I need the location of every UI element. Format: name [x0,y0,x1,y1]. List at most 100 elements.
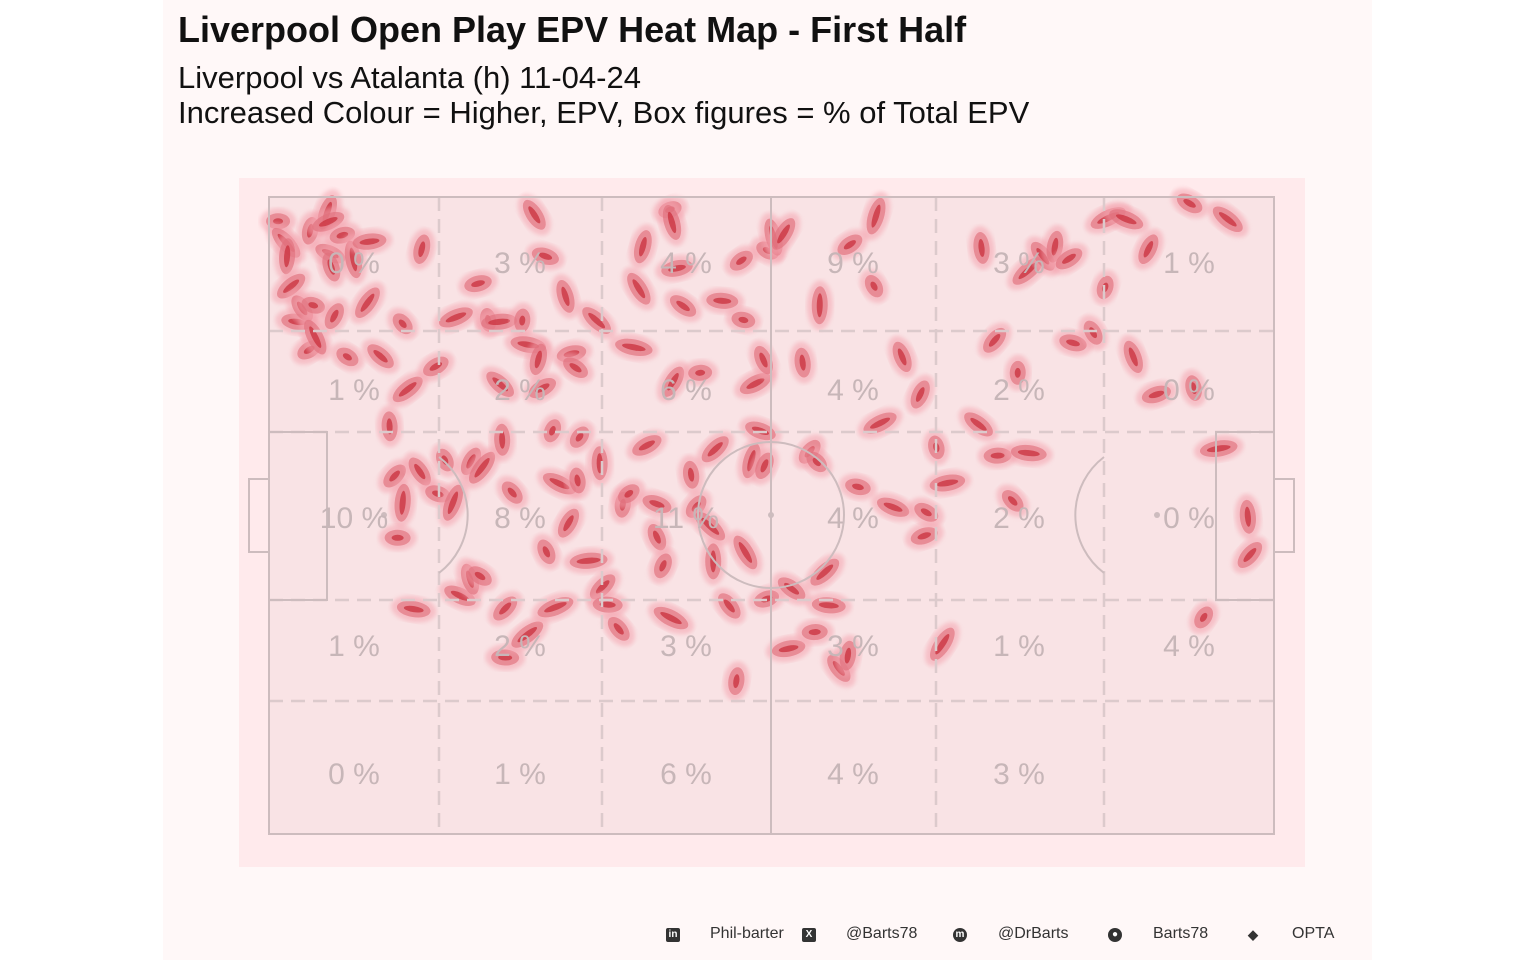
zone-percent-label: 6 % [660,374,712,407]
heat-spot-core [538,252,553,260]
heat-spot [389,477,416,528]
heat-spot [496,475,529,510]
heat-spot-core [935,633,950,655]
heat-spot-core [713,297,732,304]
heat-spot [1133,228,1164,270]
heat-spot [378,524,417,551]
heat-spot-core [777,224,790,244]
heat-spot-core [638,440,655,451]
heat-spot [1188,600,1219,635]
zone-percent-label: 4 % [827,758,879,791]
zone-percent-label: 1 % [993,630,1045,663]
heat-spot [725,306,762,334]
heat-spot [628,224,657,270]
heat-spot-core [649,500,665,508]
heat-spot-core [978,239,985,257]
heat-spot-core [1066,339,1080,347]
heat-spot [1004,354,1031,391]
heat-spot [1078,314,1108,351]
heat-spot-core [398,382,417,397]
heat-spot-core [799,354,806,371]
heat-spot-core [488,318,511,326]
heat-spot [626,429,668,461]
heat-spot-core [736,256,747,265]
zone-percent-label: 1 % [328,630,380,663]
zone-cell [936,600,1104,701]
heat-spot-core [517,627,538,643]
heat-spot [642,518,672,557]
heat-spot-core [622,343,646,352]
heat-spot-core [360,293,375,312]
heat-spot [958,407,999,442]
heat-spot-core [701,517,720,535]
zone-percent-label: 0 % [328,247,380,280]
heat-spot [538,413,567,449]
heat-spot-core [569,363,582,373]
heat-spot-core [687,467,695,482]
heat-spot-core [1018,262,1038,280]
heat-spot-core [342,353,352,361]
heat-spot-core [576,557,601,564]
zone-percent-label: 0 % [328,758,380,791]
heat-spot-core [844,647,852,664]
heat-spot [682,359,719,386]
heat-spot-core [373,350,388,363]
footer-source: OPTA [1292,925,1335,942]
heat-spot [1234,493,1261,540]
heat-spot [387,371,429,408]
heat-spot [390,595,437,623]
heat-spot [831,229,868,261]
heat-spot [723,661,750,702]
heat-spot-core [450,590,470,601]
footer-github: Barts78 [1153,925,1209,942]
heat-spot-core [330,309,339,323]
heat-spot-core [632,279,646,299]
heat-spot-core [1128,347,1138,367]
heat-spot-core [871,204,881,228]
zone-percent-label: 3 % [993,758,1045,791]
heat-spot [274,232,301,281]
footer: in Phil-barter X @Barts78 m @DrBarts ● B… [0,925,1536,947]
heat-spot-core [595,580,610,594]
heat-spot [517,194,551,236]
zone-cell [269,701,439,834]
heat-spot-core [915,387,925,402]
heat-spot [417,351,455,382]
heat-spot-core [707,442,723,457]
heat-spot-core [588,312,606,329]
heat-spot-core [561,286,570,306]
zone-percent-label: 1 % [1163,247,1215,280]
heat-spot [795,619,834,646]
heat-spot-core [723,599,735,613]
heat-spot [1232,536,1268,574]
linkedin-icon: in [666,928,680,942]
heat-spot-core [1218,212,1237,227]
heat-spot-core [883,502,903,512]
heat-spot [968,226,995,270]
heat-spot-core [870,417,891,429]
heat-spot-core [319,217,338,227]
heat-spot [1171,188,1209,219]
zone-percent-label: 2 % [494,374,546,407]
heat-spot [458,270,498,298]
heat-spot-core [445,312,467,323]
heat-spot-core [920,508,932,517]
heat-spot-core [659,560,667,572]
heat-spot [765,635,812,663]
heat-spot-core [970,417,987,431]
zone-percent-label: 2 % [993,502,1045,535]
heat-spot [1103,204,1150,235]
heat-spot-core [1243,548,1257,562]
heat-spot-core [1143,241,1154,258]
footer-x: @Barts78 [846,925,918,942]
heat-spot-core [492,377,508,392]
heat-spot [905,374,935,415]
heat-spot [700,287,745,314]
heat-spot [908,497,945,527]
heat-spot [505,616,549,653]
heat-spot-core [599,601,616,608]
right-penalty-spot [1154,512,1160,518]
heat-spot [346,228,393,255]
heat-spot [636,489,678,519]
heat-spot [657,199,687,246]
